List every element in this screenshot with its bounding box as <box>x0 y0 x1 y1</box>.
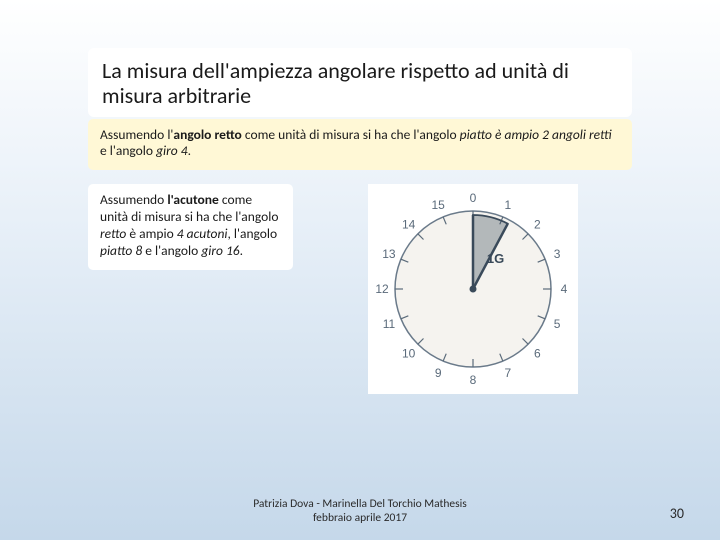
slide: La misura dell'ampiezza angolare rispett… <box>0 0 720 540</box>
svg-text:12: 12 <box>375 282 389 296</box>
svg-text:10: 10 <box>401 347 415 361</box>
title-box: La misura dell'ampiezza angolare rispett… <box>88 48 632 117</box>
svg-text:15: 15 <box>431 198 445 212</box>
svg-text:4: 4 <box>560 282 567 296</box>
svg-text:13: 13 <box>382 248 396 262</box>
svg-text:3: 3 <box>553 248 560 262</box>
paragraph-2-text: Assumendo l'acutone come unità di misura… <box>100 191 278 259</box>
svg-text:0: 0 <box>469 191 476 205</box>
svg-text:11: 11 <box>382 317 395 331</box>
svg-text:7: 7 <box>504 366 511 380</box>
footer: Patrizia Dova - Marinella Del Torchio Ma… <box>0 498 720 526</box>
paragraph-1-text: Assumendo l'angolo retto come unità di m… <box>100 126 612 160</box>
footer-line-1: Patrizia Dova - Marinella Del Torchio Ma… <box>0 498 720 512</box>
slide-title: La misura dell'ampiezza angolare rispett… <box>102 58 618 109</box>
svg-text:6: 6 <box>534 347 541 361</box>
angle-dial-diagram: 01234567891011121314151G <box>368 184 578 394</box>
svg-text:1: 1 <box>504 198 511 212</box>
footer-line-2: febbraio aprile 2017 <box>0 512 720 526</box>
content-row: Assumendo l'acutone come unità di misura… <box>88 184 632 394</box>
svg-text:8: 8 <box>469 373 476 387</box>
diagram-area: 01234567891011121314151G <box>313 184 632 394</box>
paragraph-2-box: Assumendo l'acutone come unità di misura… <box>88 184 293 270</box>
svg-text:2: 2 <box>534 218 541 232</box>
svg-text:5: 5 <box>553 317 560 331</box>
paragraph-1-box: Assumendo l'angolo retto come unità di m… <box>88 119 632 171</box>
svg-text:14: 14 <box>401 218 415 232</box>
svg-text:1G: 1G <box>486 252 503 267</box>
svg-text:9: 9 <box>434 366 441 380</box>
page-number: 30 <box>670 505 684 522</box>
